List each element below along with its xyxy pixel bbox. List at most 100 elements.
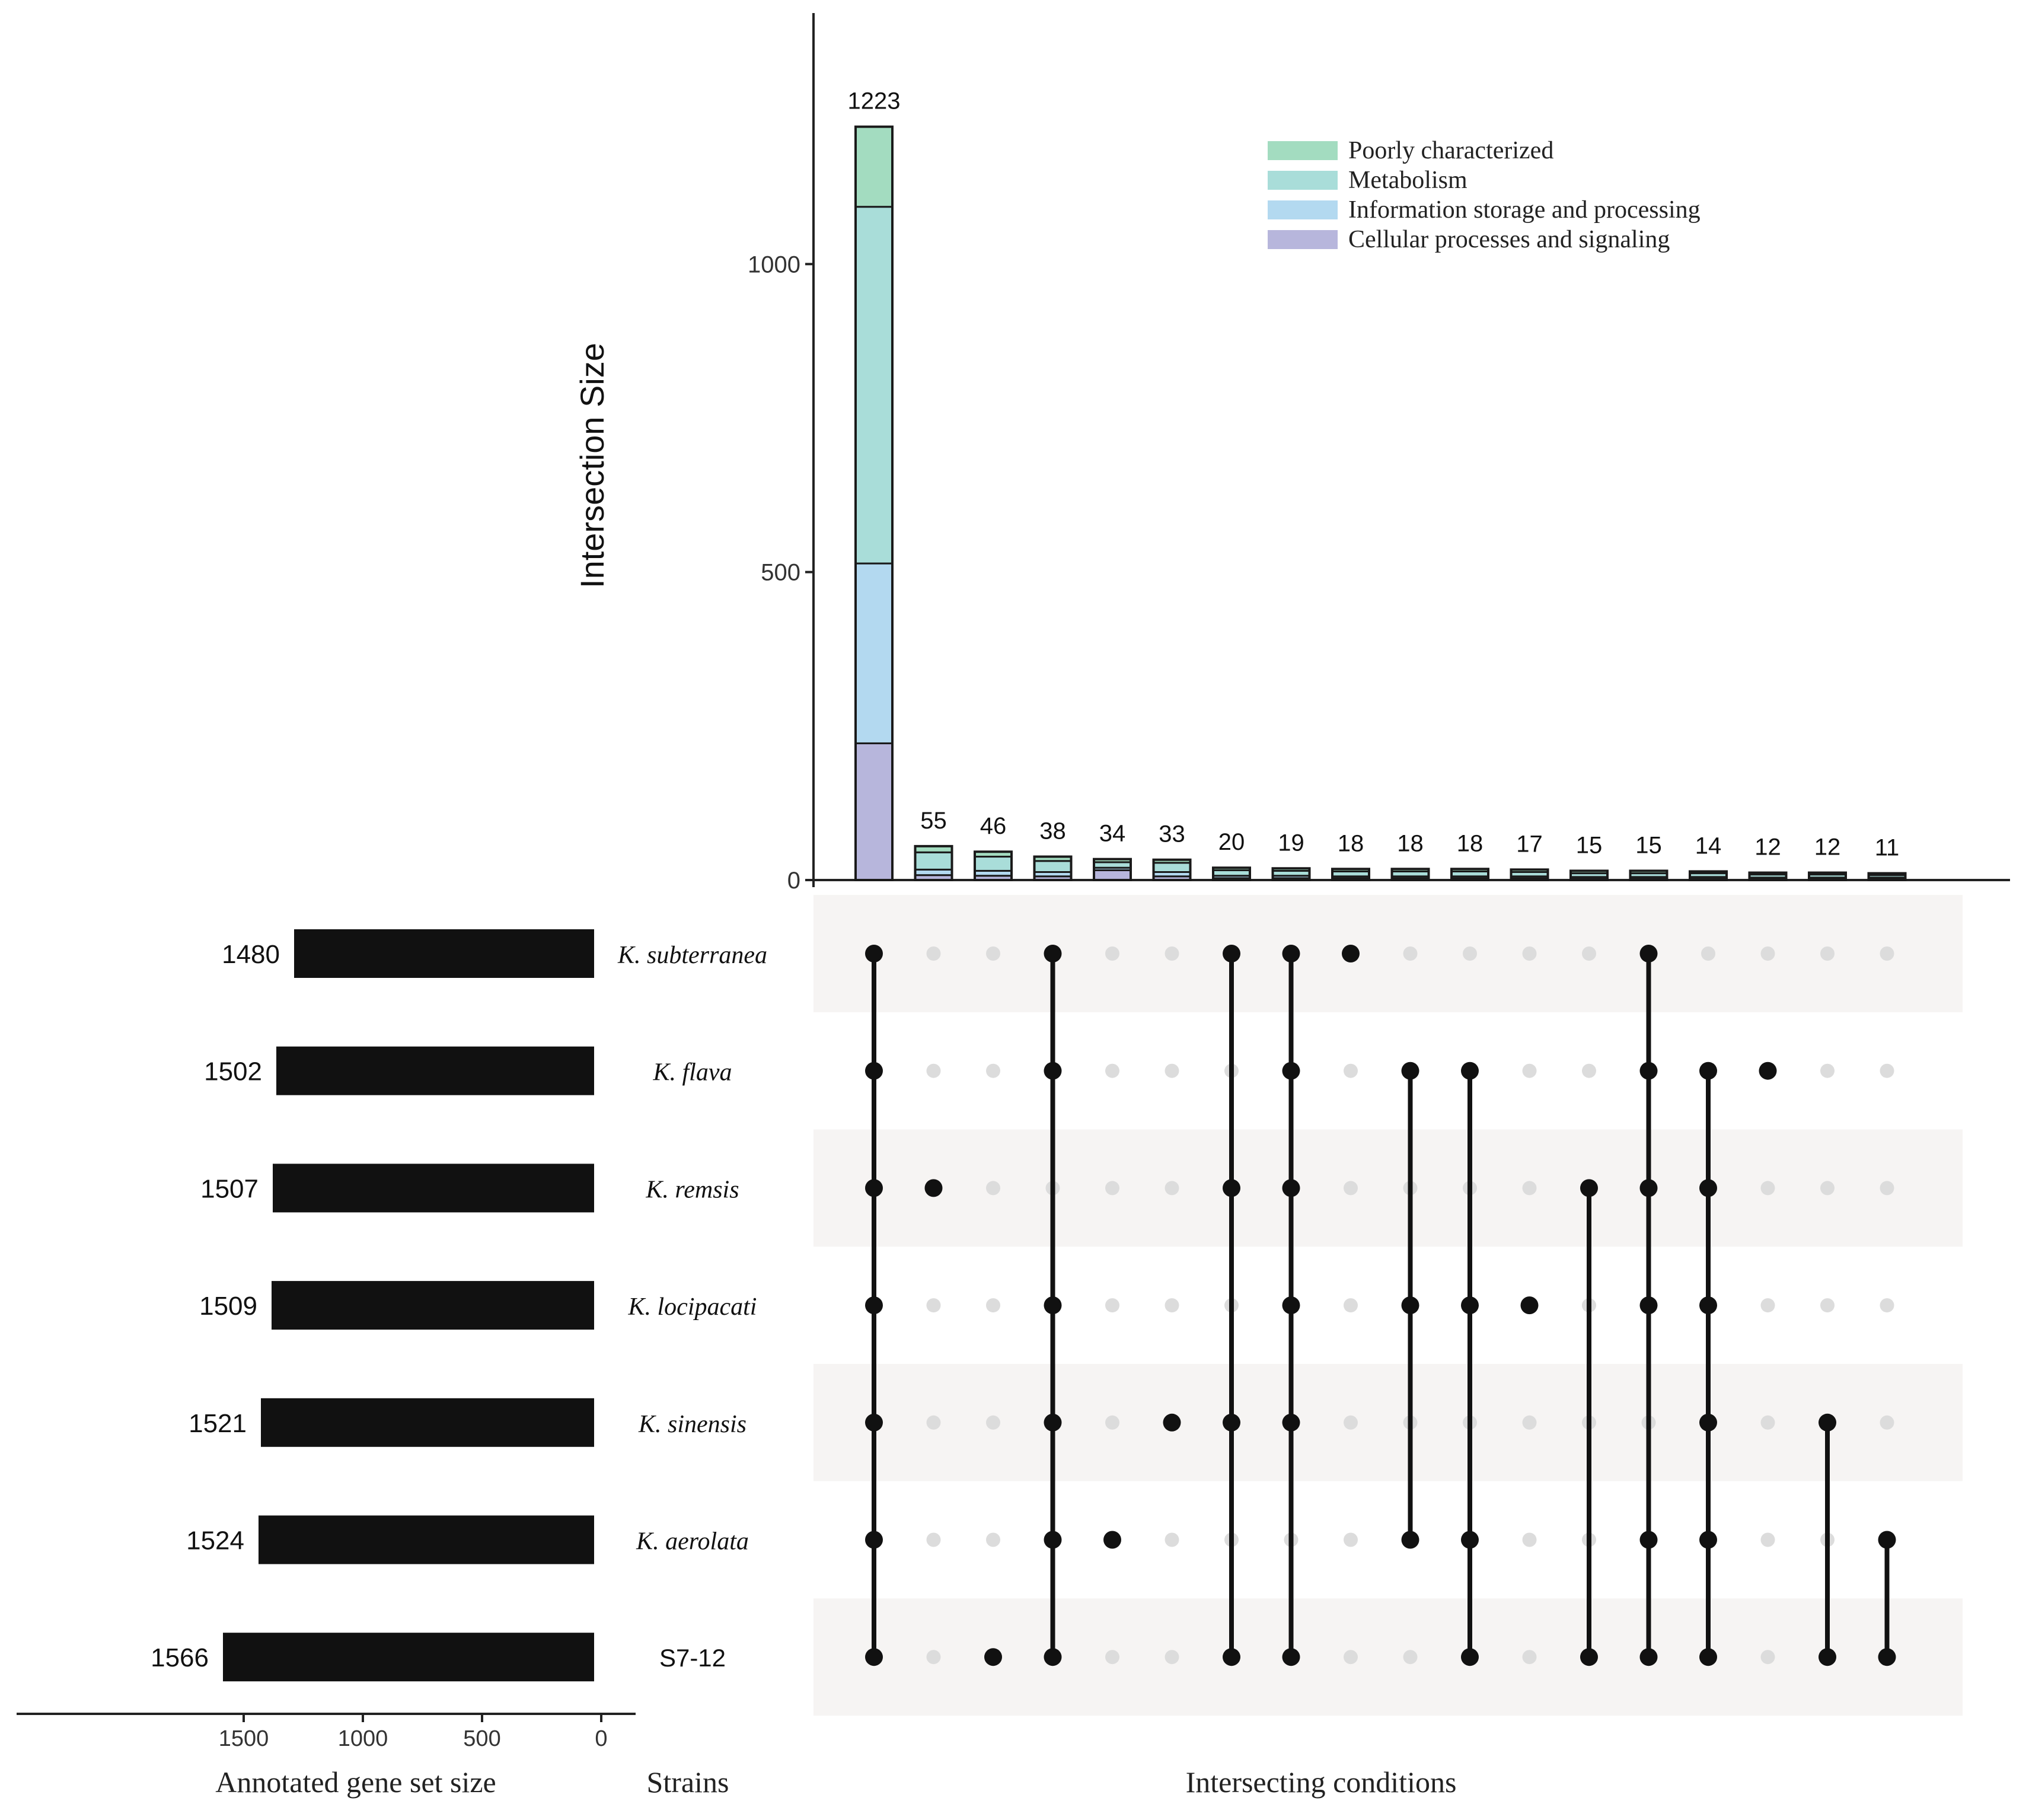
matrix-dot-inactive bbox=[1582, 946, 1596, 961]
bar-outline bbox=[1331, 868, 1370, 881]
set-name-label: K. locipacati bbox=[628, 1293, 757, 1321]
bar-outline bbox=[1450, 868, 1489, 881]
bar-segment bbox=[1153, 862, 1191, 873]
matrix-dot-inactive bbox=[1701, 946, 1715, 961]
legend-label: Cellular processes and signaling bbox=[1348, 226, 1670, 253]
matrix-dot-inactive bbox=[986, 1181, 1000, 1196]
intersection-value-label: 33 bbox=[1159, 821, 1185, 847]
matrix-dot-inactive bbox=[1880, 1063, 1894, 1078]
matrix-dot-active bbox=[865, 1179, 883, 1197]
matrix-dot-inactive bbox=[1582, 1063, 1596, 1078]
matrix-dot-inactive bbox=[1165, 946, 1179, 961]
legend-label: Information storage and processing bbox=[1348, 196, 1701, 224]
intersection-bar bbox=[1569, 869, 1609, 882]
bar-outline bbox=[1152, 858, 1192, 881]
bar-segment bbox=[854, 126, 894, 208]
matrix-dot-active bbox=[865, 1413, 883, 1432]
matrix-dot-inactive bbox=[1880, 1298, 1894, 1313]
bar-outline bbox=[1689, 870, 1728, 882]
matrix-dot-inactive bbox=[1403, 946, 1418, 961]
set-size-bars: 1480 1502 1507 1509 1521 1524 1566 bbox=[151, 929, 594, 1682]
matrix-dot-inactive bbox=[1880, 1181, 1894, 1196]
bar-segment bbox=[854, 206, 894, 565]
matrix-dot-active bbox=[1282, 945, 1300, 962]
y-tick-label: 500 bbox=[761, 560, 800, 586]
bar-segment bbox=[1033, 860, 1072, 873]
intersection-value-label: 1223 bbox=[848, 88, 901, 114]
matrix-column bbox=[1103, 946, 1121, 1665]
matrix-dot-active bbox=[1282, 1062, 1300, 1080]
set-name-label: K. subterranea bbox=[617, 942, 767, 969]
bar-segment bbox=[854, 742, 894, 881]
matrix-dot-inactive bbox=[1165, 1063, 1179, 1078]
matrix-column bbox=[1639, 945, 1658, 1666]
bar-outline bbox=[1093, 858, 1132, 882]
matrix-dot-active bbox=[1044, 945, 1062, 962]
matrix-dot-active bbox=[1401, 1296, 1419, 1315]
matrix-axis-title: Intersecting conditions bbox=[1186, 1765, 1457, 1799]
matrix-dot-inactive bbox=[1820, 1063, 1835, 1078]
matrix-dot-active bbox=[1044, 1413, 1062, 1432]
intersection-matrix bbox=[865, 945, 1896, 1666]
matrix-dot-inactive bbox=[986, 1063, 1000, 1078]
intersection-bar bbox=[1271, 867, 1311, 881]
matrix-dot-active bbox=[1878, 1531, 1896, 1549]
bar-outline bbox=[1510, 868, 1549, 881]
intersection-bar bbox=[854, 125, 894, 881]
matrix-dot-inactive bbox=[1105, 946, 1119, 961]
intersection-value-label: 20 bbox=[1218, 829, 1245, 855]
matrix-dot-active bbox=[1699, 1179, 1717, 1197]
matrix-dot-inactive bbox=[926, 1650, 941, 1665]
matrix-column bbox=[1878, 946, 1896, 1666]
matrix-dot-inactive bbox=[1760, 1415, 1775, 1430]
matrix-dot-inactive bbox=[1344, 1415, 1358, 1430]
matrix-dot-active bbox=[1223, 1648, 1240, 1666]
set-axis-tick-label: 500 bbox=[463, 1726, 500, 1751]
matrix-dot-inactive bbox=[1403, 1650, 1418, 1665]
matrix-dot-inactive bbox=[1820, 1298, 1835, 1313]
bar-segment bbox=[974, 856, 1013, 872]
bar-outline bbox=[974, 850, 1013, 882]
matrix-column bbox=[924, 946, 943, 1665]
set-name-label: K. sinensis bbox=[638, 1411, 746, 1438]
matrix-dot-inactive bbox=[1165, 1181, 1179, 1196]
intersection-value-label: 12 bbox=[1814, 834, 1841, 860]
matrix-column bbox=[1223, 945, 1240, 1666]
matrix-row-shade bbox=[813, 1129, 1963, 1247]
matrix-dot-inactive bbox=[986, 1298, 1000, 1313]
set-size-value-label: 1502 bbox=[204, 1057, 262, 1086]
bar-segment bbox=[854, 562, 894, 744]
matrix-column bbox=[1401, 946, 1419, 1665]
matrix-dot-active bbox=[1223, 1179, 1240, 1197]
intersection-bar bbox=[1033, 855, 1073, 882]
matrix-dot-active bbox=[865, 1062, 883, 1080]
bar-outline bbox=[1212, 866, 1251, 881]
matrix-dot-active bbox=[1639, 1062, 1658, 1080]
matrix-column bbox=[1282, 945, 1300, 1666]
matrix-dot-active bbox=[1580, 1179, 1598, 1197]
matrix-dot-inactive bbox=[1165, 1650, 1179, 1665]
set-size-bar bbox=[272, 1281, 594, 1330]
legend-swatch bbox=[1268, 230, 1338, 249]
strains-axis-title: Strains bbox=[647, 1765, 729, 1799]
intersection-value-label: 14 bbox=[1695, 833, 1722, 859]
matrix-dot-inactive bbox=[1760, 1650, 1775, 1665]
matrix-dot-inactive bbox=[1344, 1063, 1358, 1078]
matrix-dot-inactive bbox=[1344, 1181, 1358, 1196]
matrix-dot-active bbox=[1639, 1296, 1658, 1315]
matrix-dot-inactive bbox=[986, 1415, 1000, 1430]
matrix-dot-active bbox=[1342, 945, 1360, 962]
intersection-bar bbox=[1450, 868, 1489, 881]
matrix-dot-inactive bbox=[986, 946, 1000, 961]
intersection-bar bbox=[1689, 870, 1728, 882]
bar-outline bbox=[1569, 869, 1609, 882]
matrix-dot-active bbox=[865, 1296, 883, 1315]
set-axis-tick-label: 0 bbox=[595, 1726, 607, 1751]
bar-segment bbox=[1093, 869, 1132, 881]
set-name-label: K. aerolata bbox=[636, 1528, 749, 1556]
matrix-dot-active bbox=[1699, 1062, 1717, 1080]
matrix-dot-active bbox=[865, 1648, 883, 1666]
set-name-labels: K. subterranea K. flava K. remsis K. locipa… bbox=[617, 942, 767, 1672]
matrix-dot-inactive bbox=[1344, 1650, 1358, 1665]
